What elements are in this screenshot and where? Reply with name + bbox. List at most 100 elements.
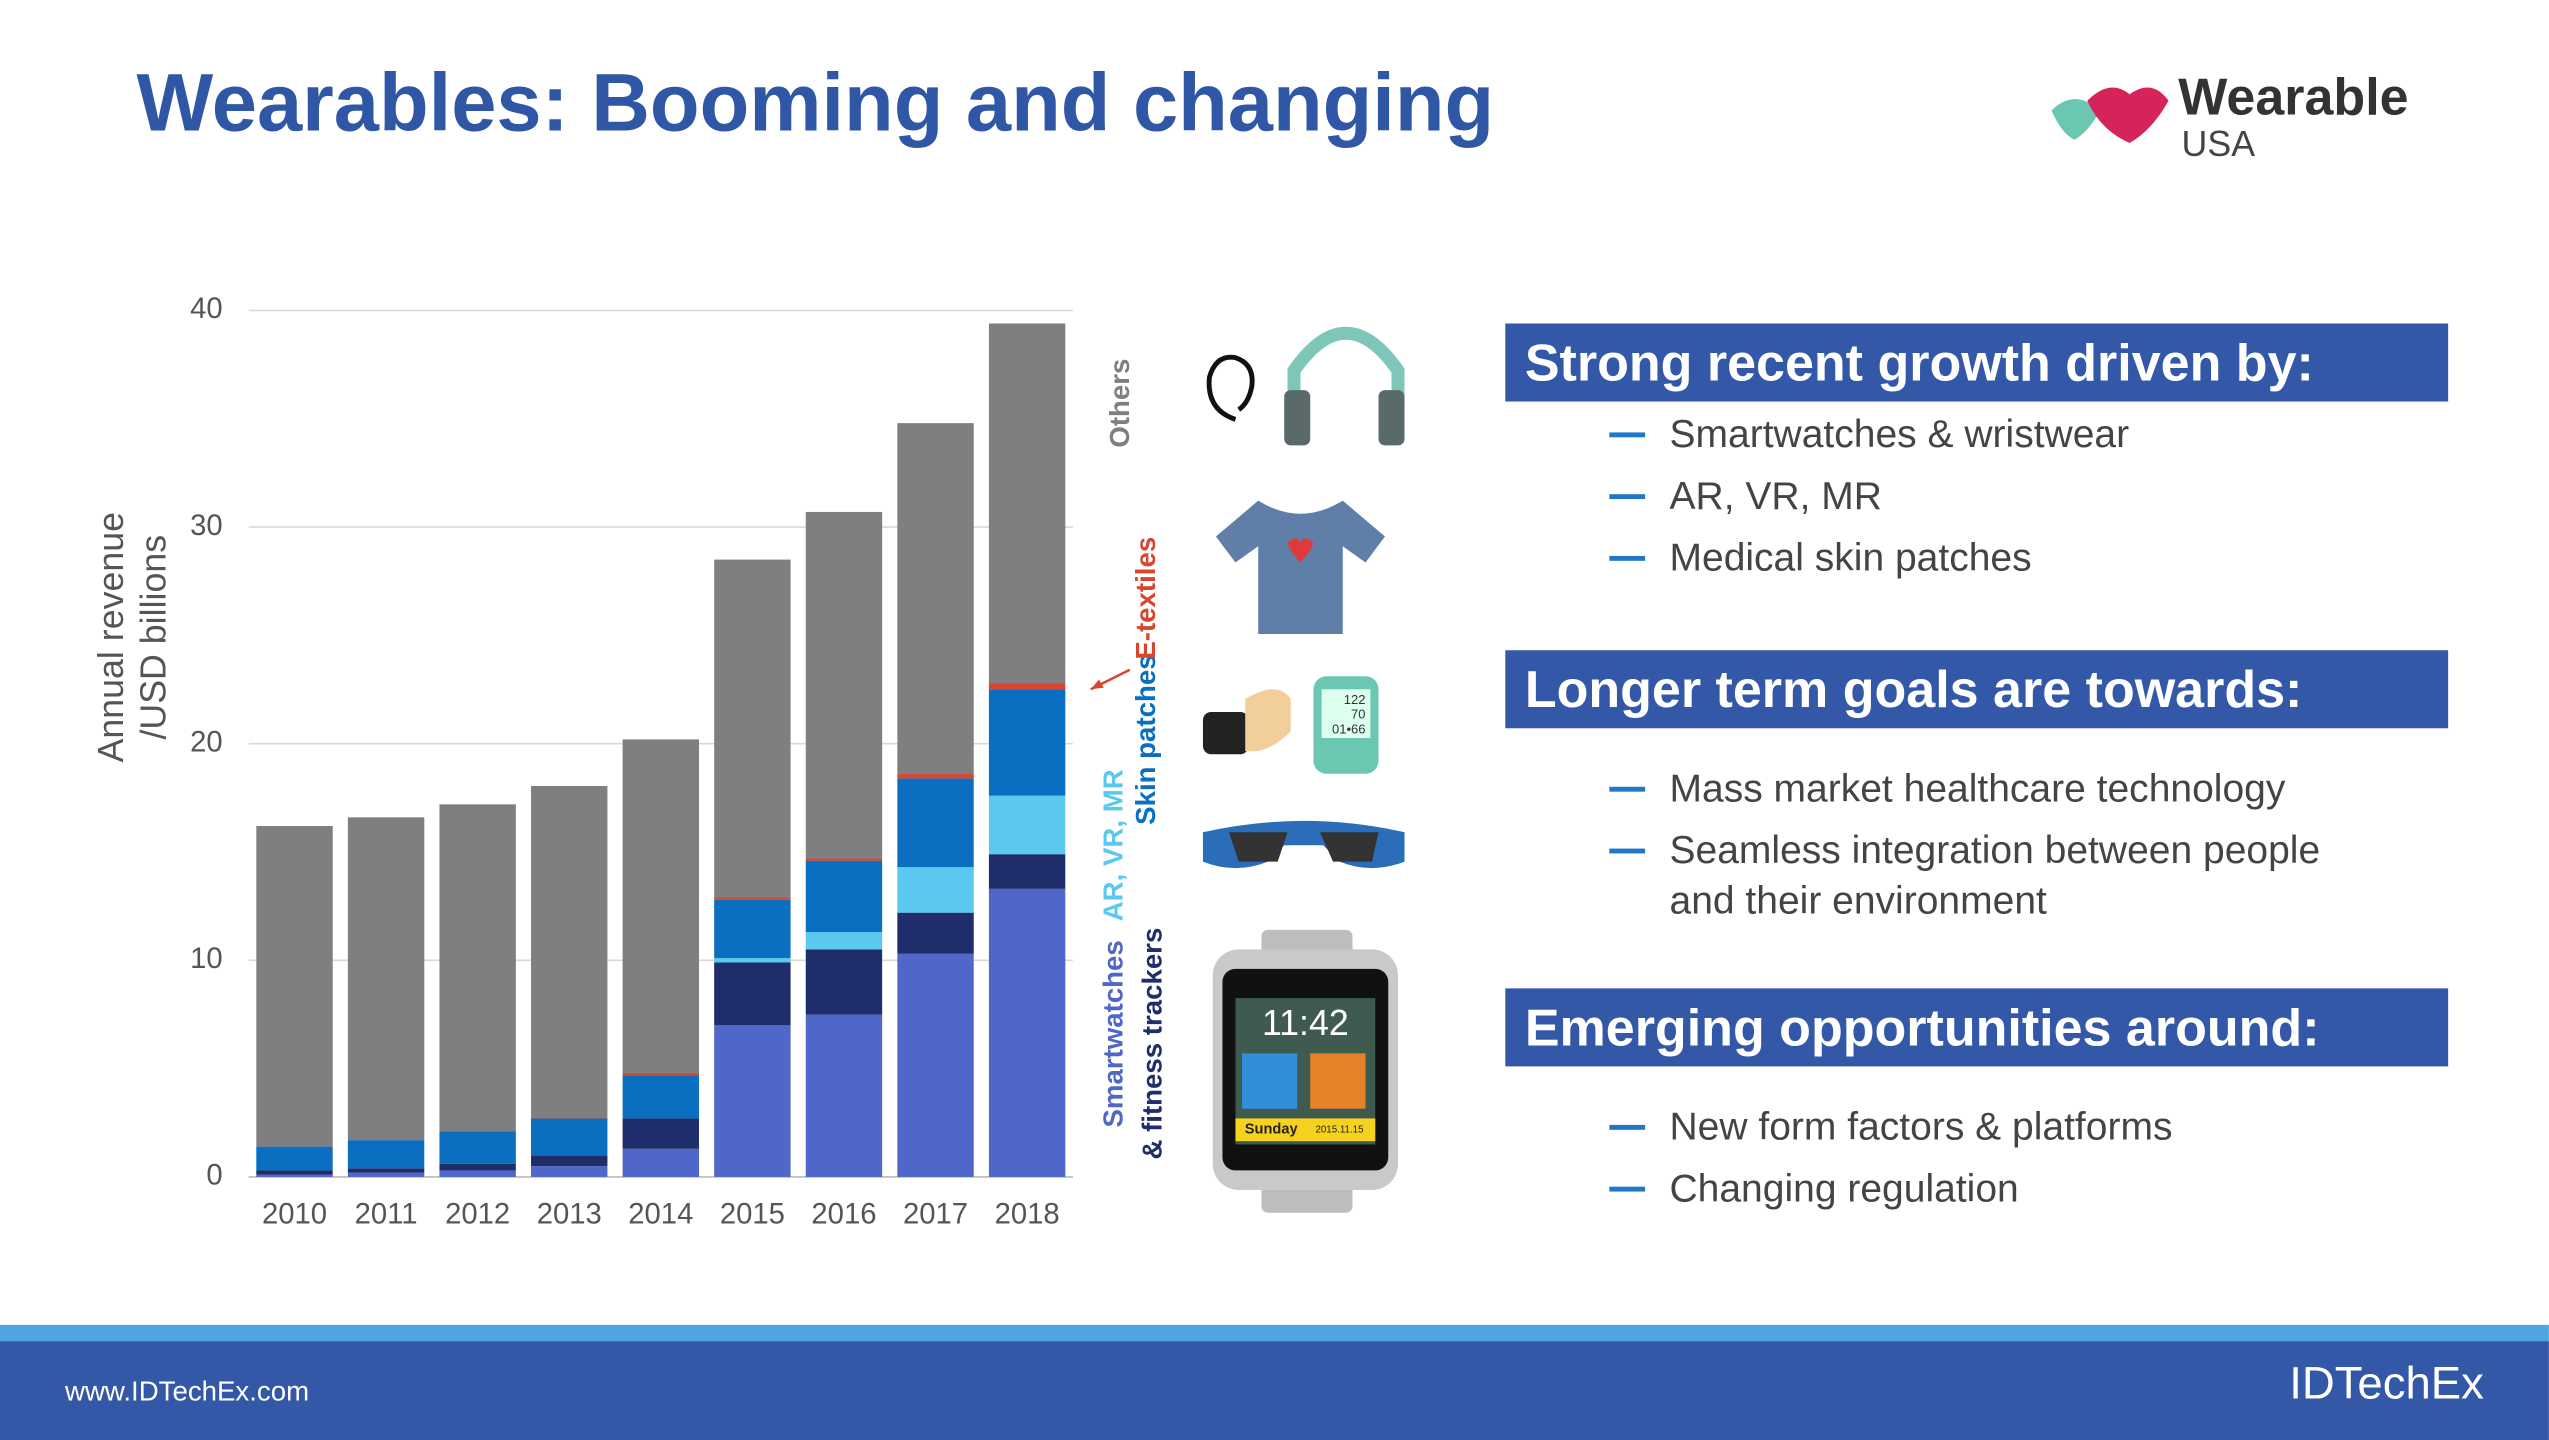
footer-strip — [0, 1324, 2549, 1342]
slide-title: Wearables: Booming and changing — [137, 57, 1495, 148]
tshirt-icon — [1215, 500, 1386, 634]
bar-segment — [988, 854, 1066, 889]
bar-segment — [622, 1118, 700, 1149]
bar-segment — [439, 804, 516, 1132]
bar-segment — [988, 323, 1066, 684]
section-heading: Strong recent growth driven by: — [1505, 323, 2449, 402]
legend-label: AR, VR, MR — [1097, 769, 1128, 921]
bar-segment — [531, 785, 608, 1118]
bar-segment — [897, 778, 974, 868]
bar-segment — [622, 1148, 700, 1177]
legend-label: Skin patches — [1130, 654, 1161, 824]
bar-segment — [988, 689, 1066, 796]
bar-segment — [347, 1172, 425, 1177]
bar-segment — [256, 1170, 333, 1175]
bar-segment — [531, 1117, 608, 1119]
y-axis-title: Annual revenue — [91, 512, 131, 762]
legend-label: & fitness trackers — [1136, 928, 1167, 1160]
bullet-dash — [1609, 1124, 1646, 1130]
bar-segment — [531, 1155, 608, 1167]
x-tick-label: 2012 — [445, 1199, 510, 1231]
bar-segment — [256, 1174, 333, 1177]
x-tick-label: 2014 — [628, 1199, 693, 1231]
bar-segment — [622, 739, 700, 1073]
bullet: Seamless integration between people and … — [1505, 826, 2384, 927]
bar-segment — [805, 511, 883, 859]
device-reading: 122 — [1344, 692, 1366, 707]
arrow-head — [1090, 679, 1104, 690]
x-tick-label: 2016 — [811, 1199, 876, 1231]
device-reading: 01•66 — [1332, 721, 1365, 736]
footer-url: www.IDTechEx.com — [64, 1375, 309, 1406]
x-tick-label: 2018 — [995, 1199, 1060, 1231]
logo: Wearable USA — [2051, 69, 2409, 164]
bullet: New form factors & platforms — [1505, 1102, 2384, 1152]
y-tick-label: 40 — [190, 293, 223, 325]
bar-segment — [714, 899, 791, 959]
section-heading: Emerging opportunities around: — [1505, 988, 2449, 1067]
logo-name: Wearable — [2178, 69, 2408, 127]
watch-date: 2015.11.15 — [1315, 1124, 1364, 1135]
bullet-dash — [1609, 432, 1646, 438]
icons — [1202, 326, 1405, 1213]
bar-segment — [897, 774, 974, 779]
bar-segment — [805, 932, 883, 950]
logo-mark — [2051, 99, 2101, 140]
bar-segment — [897, 953, 974, 1177]
bar-segment — [897, 423, 974, 775]
bar-segment — [805, 949, 883, 1015]
bar-segment — [988, 683, 1066, 690]
ear-icon — [1206, 354, 1255, 422]
panel-section: Longer term goals are towards: Mass marke… — [1505, 650, 2449, 927]
bar-segment — [256, 826, 333, 1147]
bullet-dash — [1609, 1186, 1646, 1192]
headphones-icon — [1378, 390, 1405, 446]
footer — [0, 1341, 2549, 1440]
bar-segment — [897, 867, 974, 913]
y-tick-label: 30 — [190, 510, 223, 542]
bullet: AR, VR, MR — [1505, 471, 2384, 521]
headphones-icon — [1287, 326, 1405, 407]
bar-segment — [347, 817, 425, 1141]
wrist-icon — [1245, 689, 1291, 752]
panel-section: Strong recent growth driven by: Smartwatc… — [1505, 323, 2449, 583]
bar-segment — [622, 1075, 700, 1119]
watch-icon — [1261, 1183, 1353, 1213]
bullet: Changing regulation — [1505, 1164, 2384, 1214]
bar-segment — [439, 1131, 516, 1164]
bar-segment — [988, 888, 1066, 1177]
bar-segment — [805, 858, 883, 861]
watch-day: Sunday — [1245, 1122, 1299, 1138]
y-axis-title: /USD billions — [134, 535, 174, 740]
glasses-icon — [1228, 832, 1379, 862]
bar-segment — [988, 795, 1066, 855]
panel-section: Emerging opportunities around: New form f… — [1505, 988, 2449, 1214]
legend-label: Others — [1104, 359, 1135, 448]
legend-label: E-textiles — [1130, 537, 1161, 660]
bar-segment — [805, 860, 883, 933]
bar-segment — [347, 1168, 425, 1173]
bullet-dash — [1609, 848, 1646, 854]
bullet: Mass market healthcare technology — [1505, 764, 2384, 814]
x-tick-label: 2017 — [903, 1199, 968, 1231]
device-icon — [1321, 689, 1371, 739]
watch-app — [1310, 1053, 1366, 1109]
tshirt-icon — [1287, 538, 1314, 563]
footer-brand: IDTechEx — [2289, 1358, 2484, 1409]
bar-segment — [622, 1072, 700, 1076]
bar-segment — [897, 912, 974, 954]
bar-segment — [714, 958, 791, 963]
wrist-icon — [1202, 712, 1249, 755]
bar-segment — [714, 962, 791, 1026]
y-tick-label: 10 — [190, 943, 223, 975]
section-heading: Longer term goals are towards: — [1505, 650, 2449, 729]
bar-segment — [256, 1146, 333, 1171]
legend-label: Smartwatches — [1097, 940, 1128, 1127]
bar-segment — [805, 1014, 883, 1177]
x-tick-label: 2010 — [262, 1199, 327, 1231]
bar-segment — [714, 1025, 791, 1177]
x-tick-label: 2015 — [720, 1199, 785, 1231]
logo-sub: USA — [2182, 124, 2256, 164]
